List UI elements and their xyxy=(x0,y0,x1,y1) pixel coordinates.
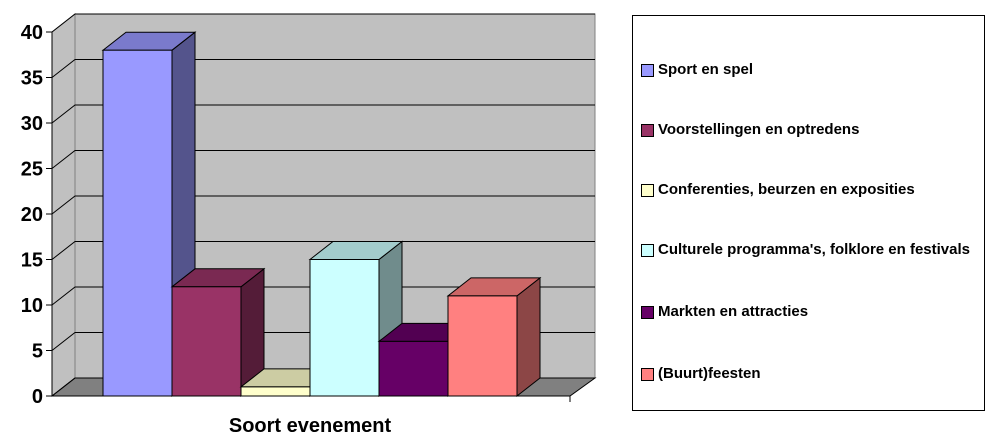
grid-line xyxy=(51,241,595,260)
bar xyxy=(170,267,266,398)
legend-label: Conferenties, beurzen en exposities xyxy=(658,181,915,198)
legend-swatch xyxy=(641,64,654,77)
legend-entry: Voorstellingen en optredens xyxy=(641,118,981,142)
y-tick-label: 0 xyxy=(32,386,43,408)
y-tick-label: 35 xyxy=(21,68,43,90)
legend-entry: Culturele programma's, folklore en festi… xyxy=(641,238,981,262)
y-tick-label: 5 xyxy=(32,341,43,363)
bar-front xyxy=(378,340,449,397)
bar xyxy=(308,240,404,398)
legend-entry: (Buurt)feesten xyxy=(641,362,981,386)
x-axis-label: Soort evenement xyxy=(229,415,392,437)
grid-line xyxy=(51,13,595,33)
legend: Sport en spel Voorstellingen en optredens… xyxy=(632,15,985,411)
bar-front xyxy=(102,49,173,397)
grid-line xyxy=(51,286,595,306)
bar xyxy=(446,276,542,398)
legend-swatch xyxy=(641,244,654,257)
bar-front xyxy=(309,259,380,397)
legend-label: Markten en attracties xyxy=(658,303,809,320)
bar-front xyxy=(171,286,242,397)
y-tick-label: 20 xyxy=(21,204,43,226)
y-tick-label: 40 xyxy=(21,22,43,44)
y-tick-label: 25 xyxy=(21,159,43,181)
y-tick-label: 10 xyxy=(21,295,43,317)
legend-entry: Markten en attracties xyxy=(641,300,981,324)
bar-front xyxy=(240,386,311,397)
bar-front xyxy=(447,295,518,397)
legend-swatch xyxy=(641,306,654,319)
legend-entry: Conferenties, beurzen en exposities xyxy=(641,178,981,202)
legend-label: (Buurt)feesten xyxy=(658,365,761,382)
grid-line xyxy=(51,104,595,124)
grid-line xyxy=(51,150,595,169)
plot: 0 5 10 15 20 25 30 35 40 Soort evenement xyxy=(21,12,597,437)
legend-entry: Sport en spel xyxy=(641,58,981,82)
grid-line xyxy=(51,195,595,215)
legend-label: Culturele programma's, folklore en festi… xyxy=(658,241,970,258)
legend-label: Sport en spel xyxy=(658,61,754,78)
legend-swatch xyxy=(641,368,654,381)
grid-line xyxy=(51,59,595,78)
legend-swatch xyxy=(641,124,654,137)
y-tick-label: 30 xyxy=(21,113,43,135)
y-tick-label: 15 xyxy=(21,250,43,272)
legend-label: Voorstellingen en optredens xyxy=(658,121,860,138)
legend-swatch xyxy=(641,184,654,197)
bar-side xyxy=(516,276,541,398)
